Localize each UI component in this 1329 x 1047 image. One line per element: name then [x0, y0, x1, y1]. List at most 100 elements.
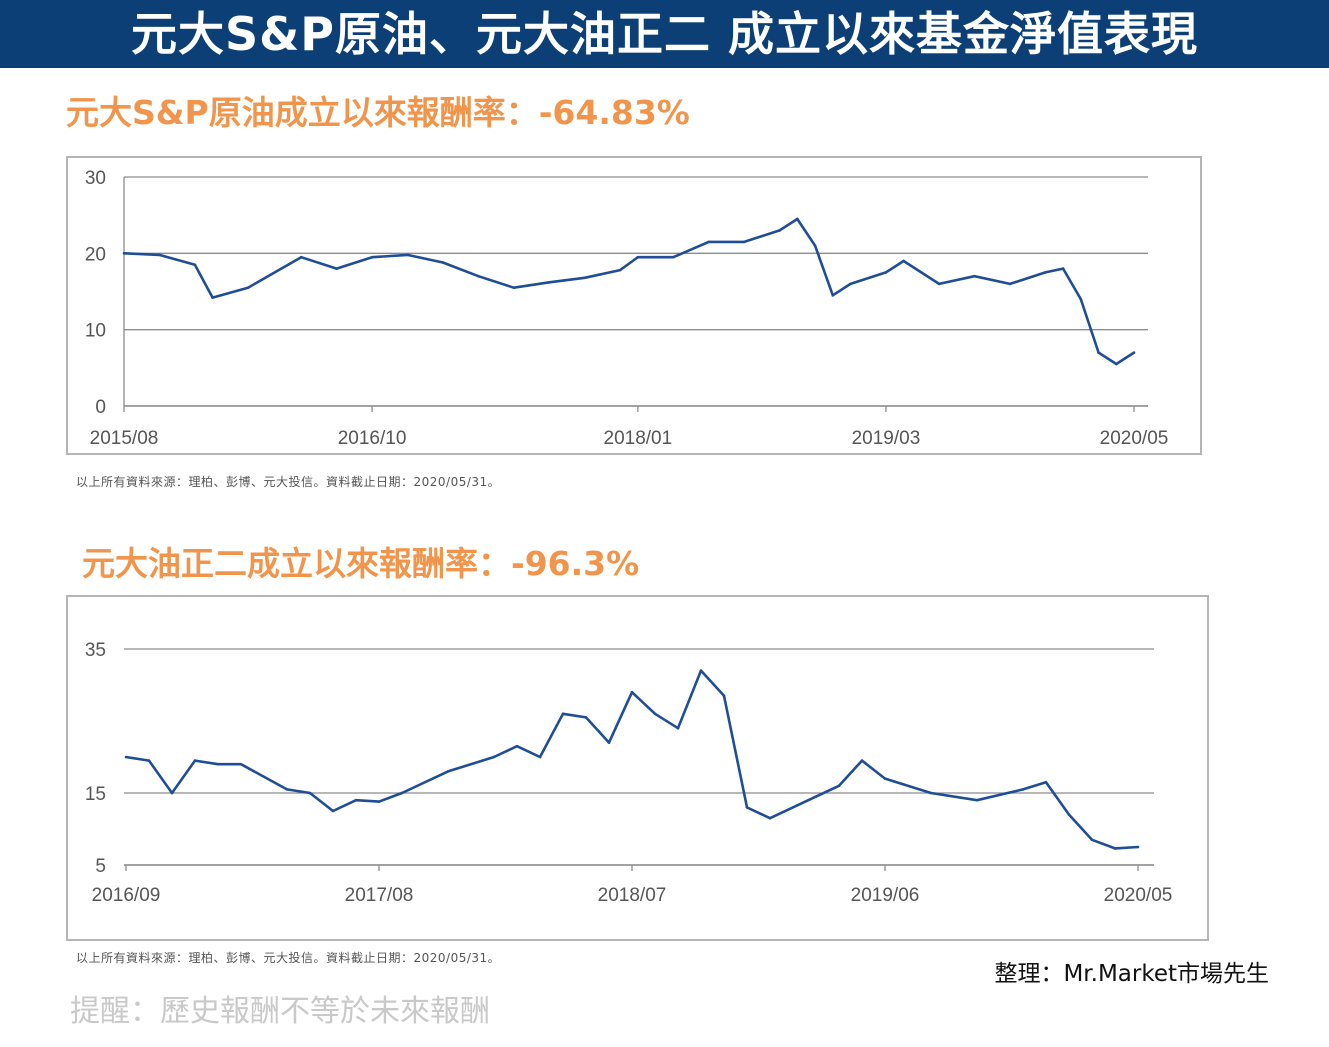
data-point: [1067, 813, 1071, 816]
data-point: [335, 267, 338, 270]
data-point: [1079, 297, 1083, 301]
data-point: [849, 282, 852, 286]
x-tick-label: 2020/05: [1100, 428, 1169, 449]
data-point: [1136, 845, 1140, 849]
chart-2-frame: 5 15 35 2016/09 2017/08 2018/07 2019/06 2020/05: [66, 595, 1209, 941]
data-point: [158, 253, 161, 257]
data-point: [653, 712, 657, 716]
data-point: [515, 744, 519, 748]
data-point: [671, 255, 675, 259]
data-point: [477, 274, 480, 278]
chart-2-subtitle: 元大油正二成立以來報酬率：-96.3%: [82, 544, 640, 583]
x-tick-label: 2019/06: [851, 885, 920, 906]
y-tick-label: 30: [85, 168, 106, 189]
data-point: [607, 741, 611, 744]
data-point: [1132, 351, 1136, 354]
data-point: [246, 286, 250, 289]
data-point: [902, 259, 905, 263]
data-point: [193, 263, 197, 267]
data-point: [1021, 788, 1025, 791]
chart-2-plot: 5 15 35 2016/09 2017/08 2018/07 2019/06 2020/05: [85, 640, 1173, 906]
y-tick-label: 35: [85, 640, 106, 661]
chart-1-plot: 0 10 20 30 2015/08 2016/10 2018/01 2019/03 2020/…: [85, 168, 1169, 449]
data-point: [239, 762, 243, 766]
data-point: [561, 712, 565, 716]
data-point: [122, 252, 126, 255]
data-point: [929, 791, 933, 795]
x-tick-label: 2019/03: [852, 428, 921, 449]
data-point: [441, 261, 445, 264]
data-point: [1090, 838, 1094, 842]
data-point: [1113, 847, 1117, 850]
data-point: [630, 690, 634, 694]
nav-line-series: [125, 669, 1139, 850]
data-point: [370, 255, 374, 259]
y-tick-label: 10: [85, 321, 106, 342]
data-point: [1097, 351, 1100, 354]
nav-line-series: [123, 217, 1135, 366]
data-point: [1061, 267, 1065, 270]
data-point: [1114, 362, 1118, 366]
chart-1-source: 以上所有資料來源：理柏、彭博、元大投信。資料截止日期：2020/05/31。: [76, 475, 501, 489]
y-tick-label: 5: [95, 856, 106, 877]
y-tick-label: 20: [85, 244, 106, 265]
data-point: [1044, 780, 1048, 784]
chart-2-source: 以上所有資料來源：理柏、彭博、元大投信。資料截止日期：2020/05/31。: [76, 951, 501, 965]
data-point: [1044, 271, 1047, 274]
data-point: [285, 788, 289, 791]
data-point: [745, 806, 749, 809]
data-point: [768, 816, 772, 820]
x-tick-label: 2020/05: [1104, 885, 1173, 906]
x-tick-label: 2017/08: [345, 885, 414, 906]
data-point: [676, 726, 680, 730]
data-point: [778, 229, 781, 232]
data-point: [814, 795, 818, 798]
x-tick-label: 2015/08: [90, 428, 159, 449]
chart-1-subtitle: 元大S&P原油成立以來報酬率：-64.83%: [66, 93, 690, 132]
data-point: [299, 255, 303, 259]
data-point: [831, 294, 835, 297]
data-point: [1008, 282, 1012, 286]
y-tick-label: 0: [95, 397, 106, 418]
data-point: [446, 770, 450, 773]
x-tick-label: 2018/01: [604, 428, 673, 449]
data-point: [636, 255, 640, 259]
data-point: [699, 669, 703, 672]
data-point: [884, 271, 888, 274]
data-point: [308, 791, 312, 795]
data-point: [618, 268, 622, 272]
data-point: [512, 286, 516, 289]
data-point: [547, 281, 551, 284]
y-tick-label: 15: [85, 784, 106, 805]
data-point: [937, 282, 941, 286]
data-point: [354, 798, 358, 802]
data-point: [583, 276, 587, 280]
x-tick-label: 2016/09: [92, 885, 161, 906]
data-point: [211, 296, 214, 299]
data-point: [492, 755, 496, 759]
data-point: [331, 809, 335, 813]
data-point: [584, 716, 588, 719]
data-point: [400, 791, 404, 795]
data-point: [707, 240, 711, 244]
data-point: [216, 762, 220, 766]
reminder-text: 提醒：歷史報酬不等於未來報酬: [70, 994, 490, 1029]
chart-1-frame: 0 10 20 30 2015/08 2016/10 2018/01 2019/03 2020/…: [66, 156, 1202, 455]
data-point: [860, 759, 864, 762]
credit-text: 整理：Mr.Market市場先生: [994, 961, 1269, 987]
data-point: [147, 759, 151, 762]
data-point: [170, 791, 174, 795]
data-point: [883, 777, 887, 780]
data-point: [796, 217, 799, 221]
data-point: [722, 694, 726, 698]
data-point: [813, 244, 817, 247]
data-point: [377, 800, 381, 803]
data-point: [975, 798, 979, 802]
page-title: 元大S&P原油、元大油正二 成立以來基金淨值表現: [0, 0, 1329, 68]
data-point: [538, 755, 542, 759]
data-point: [193, 759, 197, 762]
data-point: [406, 253, 409, 257]
x-tick-label: 2018/07: [598, 885, 667, 906]
x-tick-label: 2016/10: [338, 428, 407, 449]
data-point: [837, 784, 841, 788]
